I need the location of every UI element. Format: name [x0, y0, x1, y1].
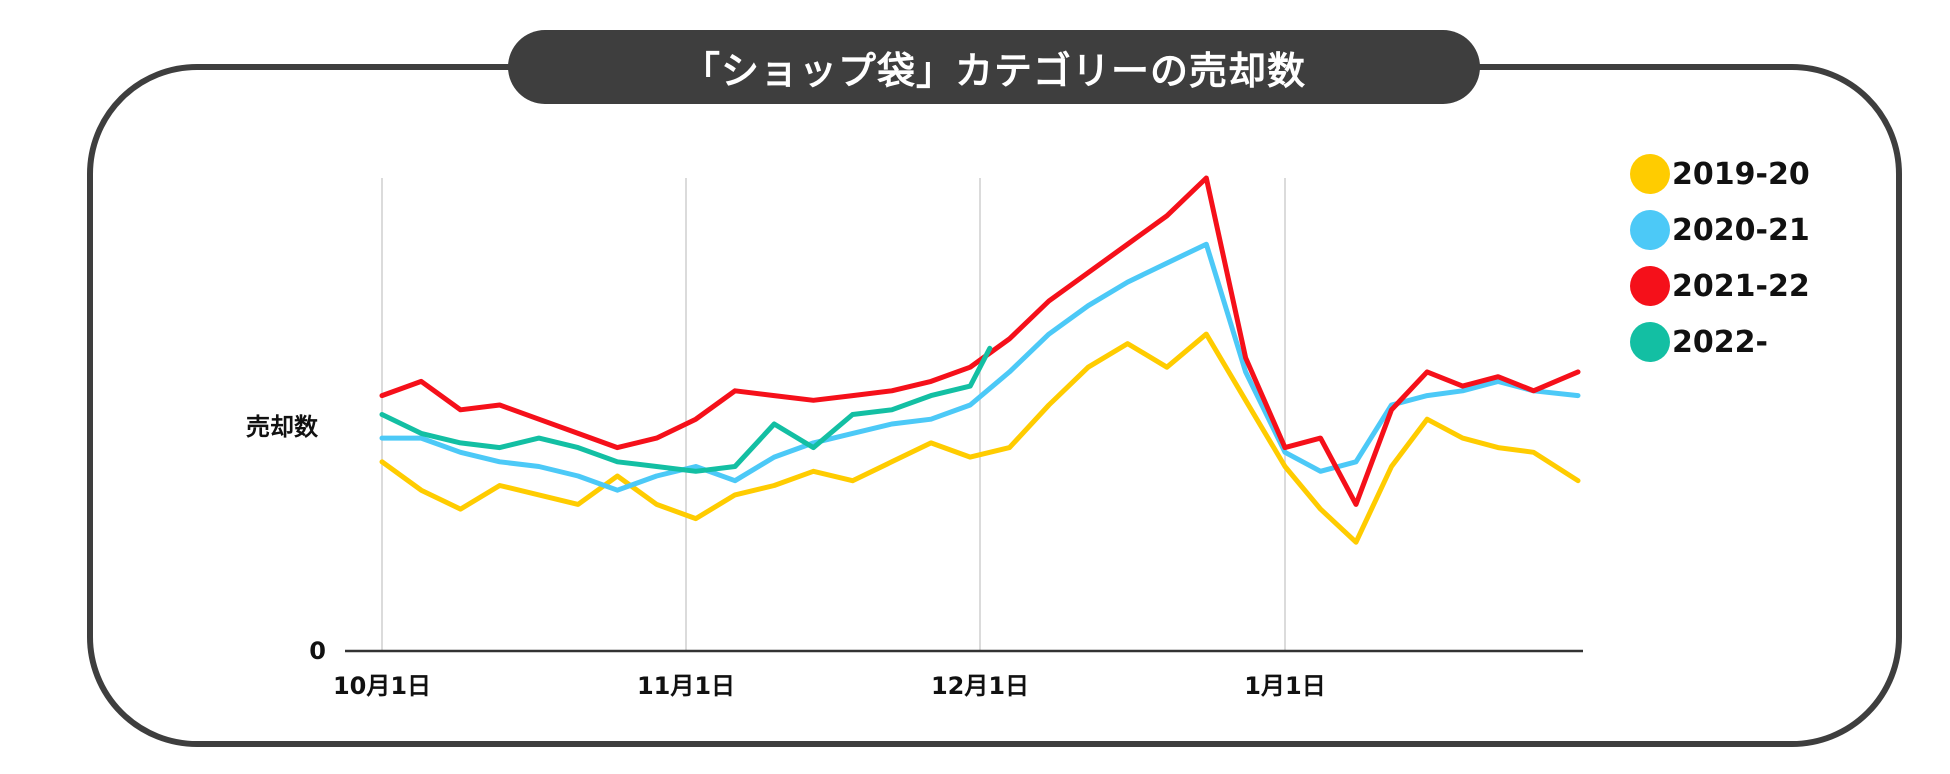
legend-swatch: [1630, 266, 1670, 306]
legend-label: 2020-21: [1672, 212, 1810, 248]
chart-title-banner: 「ショップ袋」カテゴリーの売却数: [508, 30, 1480, 104]
x-tick-label: 10月1日: [333, 672, 431, 700]
y-tick-label: 0: [309, 637, 326, 665]
legend-label: 2022-: [1672, 324, 1768, 360]
legend-label: 2021-22: [1672, 268, 1810, 304]
legend-item: 2020-21: [1630, 202, 1810, 258]
legend-label: 2019-20: [1672, 156, 1810, 192]
legend: 2019-20 2020-21 2021-22 2022-: [1630, 146, 1810, 370]
legend-item: 2022-: [1630, 314, 1810, 370]
x-tick-label: 1月1日: [1244, 672, 1325, 700]
legend-swatch: [1630, 210, 1670, 250]
legend-swatch: [1630, 154, 1670, 194]
legend-item: 2019-20: [1630, 146, 1810, 202]
axis-labels: 10月1日 11月1日 12月1日 1月1日 0 売却数: [246, 413, 1326, 700]
legend-item: 2021-22: [1630, 258, 1810, 314]
x-tick-label: 12月1日: [931, 672, 1029, 700]
y-axis-label: 売却数: [246, 413, 319, 441]
legend-swatch: [1630, 322, 1670, 362]
chart-title: 「ショップ袋」カテゴリーの売却数: [681, 48, 1306, 93]
series-lines: [379, 175, 1581, 545]
series-line-2022-: [379, 345, 993, 474]
gridlines: [381, 178, 1286, 651]
series-line-2019-20: [379, 331, 1581, 545]
series-line-2020-21: [379, 241, 1581, 493]
x-tick-label: 11月1日: [637, 672, 735, 700]
chart-frame: [87, 64, 1902, 747]
